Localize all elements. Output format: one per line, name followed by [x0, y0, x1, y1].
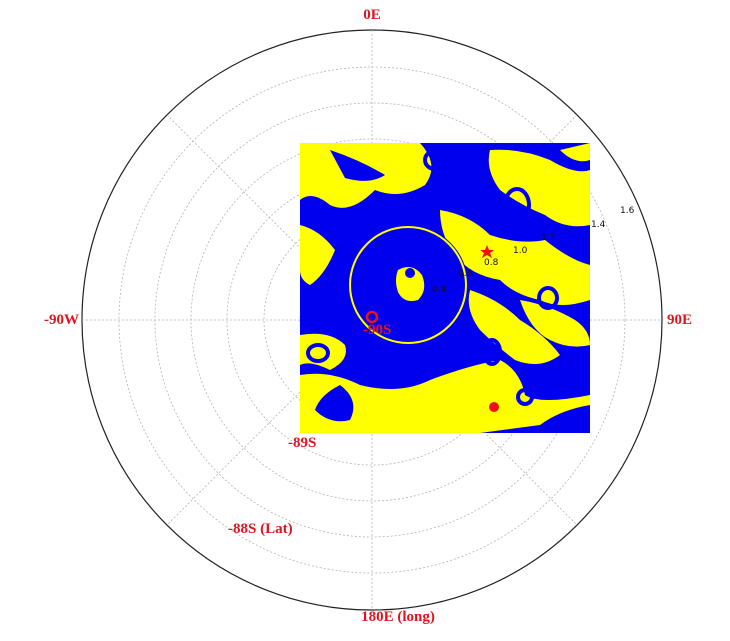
label-left-90w: -90W — [44, 312, 79, 328]
label-right-90e: 90E — [667, 312, 692, 328]
label-lat-90s: -90S — [363, 322, 391, 338]
tick-0.4: 0.4 — [432, 285, 447, 295]
star-marker — [480, 245, 494, 258]
terrain-tile — [300, 143, 590, 433]
label-lat-88s: -88S (Lat) — [228, 521, 293, 537]
tick-1.4: 1.4 — [591, 220, 606, 230]
tick-0.8: 0.8 — [484, 258, 499, 268]
radial-tick-labels: 0.4 0.6 0.8 1.0 1.2 1.4 1.6 — [432, 206, 635, 295]
label-lat-89s: -89S — [288, 435, 316, 451]
label-bottom-180e: 180E (long) — [361, 609, 435, 625]
dot-marker — [489, 402, 499, 412]
pole-ring-marker — [365, 310, 379, 324]
tick-1.0: 1.0 — [513, 246, 528, 256]
tick-0.6: 0.6 — [458, 269, 473, 279]
tick-1.2: 1.2 — [541, 233, 555, 243]
label-top-0e: 0E — [363, 7, 381, 23]
tick-1.6: 1.6 — [620, 206, 635, 216]
